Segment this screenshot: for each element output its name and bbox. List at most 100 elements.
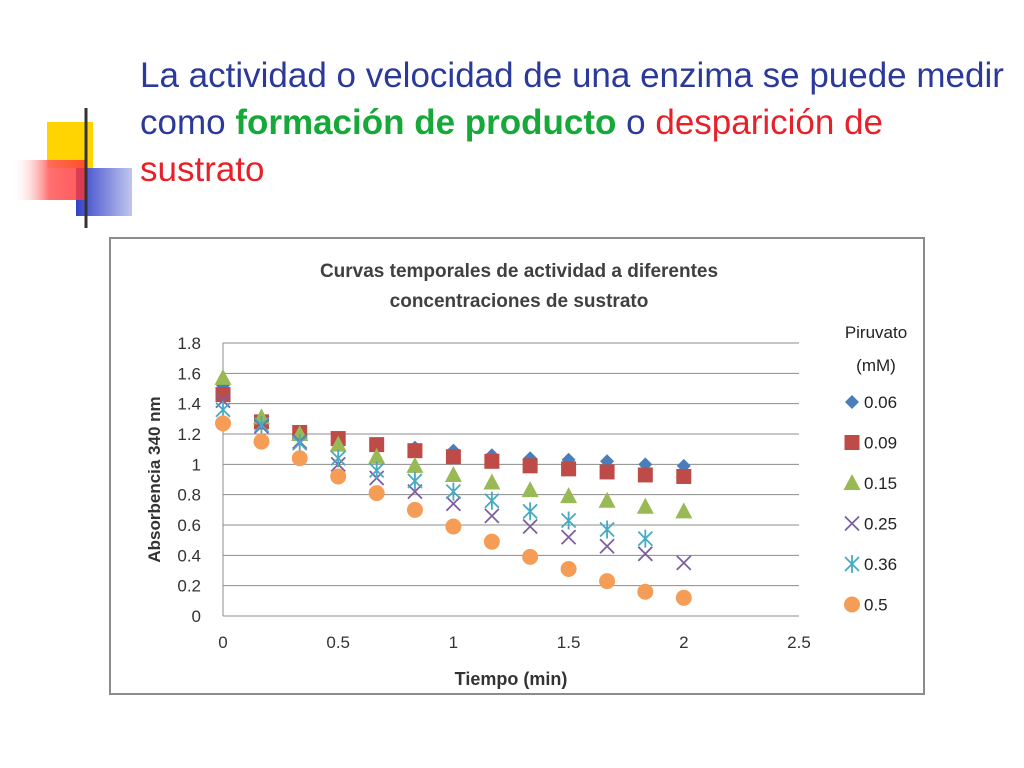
legend-label: 0.25 <box>864 515 897 534</box>
legend-item: 0.15 <box>843 474 897 493</box>
data-point <box>445 496 462 512</box>
data-point <box>484 508 500 524</box>
y-tick-label: 0.6 <box>177 516 201 535</box>
legend-title: Piruvato (mM) <box>844 323 908 375</box>
data-point <box>214 368 232 385</box>
x-tick-label: 0 <box>218 633 227 652</box>
data-point <box>330 449 346 468</box>
data-point <box>407 443 423 459</box>
data-point <box>253 433 270 450</box>
data-point <box>599 520 615 539</box>
data-point <box>845 395 859 409</box>
chart-title-line: Curvas temporales de actividad a diferen… <box>320 261 718 282</box>
data-point <box>444 465 462 482</box>
legend-label: 0.36 <box>864 555 897 574</box>
data-point <box>369 461 385 480</box>
data-point <box>445 482 462 501</box>
title-text: La actividad o velocidad de una enzima s… <box>140 56 1004 142</box>
y-tick-label: 0.4 <box>177 546 201 565</box>
data-point <box>368 485 385 502</box>
data-point <box>215 387 231 403</box>
data-point <box>330 468 347 485</box>
data-point <box>292 434 308 453</box>
x-tick-label: 1 <box>449 633 458 652</box>
y-tick-label: 0.2 <box>177 577 201 596</box>
data-point <box>676 555 692 571</box>
x-tick-label: 2 <box>679 633 688 652</box>
title-highlight-substrate: desparición de sustrato <box>140 103 884 189</box>
slide-title: La actividad o velocidad de una enzima s… <box>140 52 1010 193</box>
data-point <box>598 491 616 508</box>
series-0.09 <box>215 387 692 484</box>
legend-entries: 0.06 0.09 0.15 0.25 0.36 0.5 <box>843 393 897 615</box>
x-tick-label: 0.5 <box>326 633 350 652</box>
data-point <box>675 502 693 519</box>
chart-plot: Curvas temporales de actividad a diferen… <box>145 261 811 689</box>
legend-item: 0.06 <box>845 393 897 412</box>
data-point <box>843 474 861 490</box>
data-point <box>521 481 539 498</box>
data-point <box>599 573 616 590</box>
data-point <box>406 456 424 473</box>
data-point <box>522 502 538 521</box>
y-tick-label: 0 <box>192 607 201 626</box>
data-point <box>407 472 423 491</box>
data-point <box>484 453 500 469</box>
decorative-squares <box>12 108 1000 228</box>
data-point <box>445 518 462 535</box>
data-point <box>560 487 578 504</box>
data-point <box>637 583 654 600</box>
data-point <box>560 560 577 577</box>
chart-frame: Curvas temporales de actividad a diferen… <box>109 237 925 695</box>
data-point <box>407 483 423 500</box>
legend-item: 0.5 <box>844 596 888 615</box>
y-axis-label: Absorbencia 340 nm <box>145 396 164 562</box>
data-point <box>522 458 538 474</box>
series-0.5 <box>215 415 692 606</box>
legend-item: 0.25 <box>844 515 897 534</box>
data-point <box>369 437 385 453</box>
x-tick-label: 1.5 <box>557 633 581 652</box>
data-point <box>675 589 692 606</box>
data-point <box>844 435 860 450</box>
data-point <box>368 447 386 464</box>
x-axis-label: Tiempo (min) <box>455 669 568 689</box>
data-point <box>561 461 577 477</box>
data-point <box>215 415 231 432</box>
chart-title: Curvas temporales de actividad a diferen… <box>320 261 718 312</box>
data-point <box>522 548 539 565</box>
y-tick-label: 0.8 <box>177 486 201 505</box>
legend-item: 0.36 <box>844 555 897 574</box>
data-point <box>406 501 423 518</box>
data-point <box>599 538 615 554</box>
data-point <box>844 515 860 532</box>
y-tick-label: 1 <box>192 455 201 474</box>
data-point <box>637 546 653 562</box>
x-tick-label: 2.5 <box>787 633 811 652</box>
y-tick-label: 1.6 <box>177 364 201 383</box>
data-point <box>291 450 308 467</box>
y-tick-label: 1.4 <box>177 395 201 414</box>
data-point <box>483 533 500 550</box>
data-point <box>637 529 653 548</box>
data-point <box>484 491 500 510</box>
data-point <box>253 415 270 434</box>
data-point <box>676 468 692 484</box>
title-highlight-product: formación de producto <box>235 103 617 142</box>
data-point <box>522 518 538 535</box>
legend-label: 0.09 <box>864 434 897 453</box>
data-point <box>560 529 577 545</box>
y-tick-label: 1.2 <box>177 425 201 444</box>
legend-label: 0.15 <box>864 474 897 493</box>
data-point <box>844 555 860 573</box>
data-point <box>599 464 615 480</box>
data-point <box>844 596 860 613</box>
deco-red-square <box>12 160 86 200</box>
series-0.25 <box>215 392 692 571</box>
data-point <box>560 511 577 530</box>
data-point <box>636 497 654 514</box>
title-connector: o <box>616 103 656 142</box>
data-point <box>483 473 501 490</box>
data-point <box>329 435 347 452</box>
legend-label: 0.06 <box>864 393 897 412</box>
